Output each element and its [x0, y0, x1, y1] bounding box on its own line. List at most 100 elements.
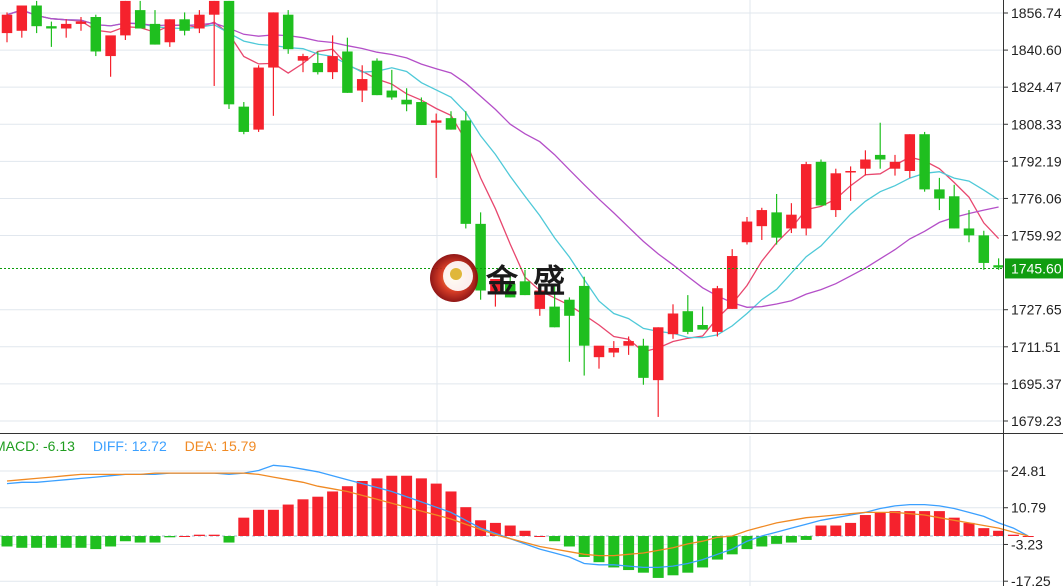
coin-logo-icon [430, 254, 478, 302]
candle-body [593, 345, 605, 358]
candle-body [726, 256, 738, 309]
macd-bar [489, 522, 501, 536]
macd-bar [1007, 534, 1019, 536]
candle-body [638, 345, 649, 378]
candle-body [667, 313, 679, 335]
candle-body [874, 154, 886, 160]
candle-body [430, 120, 442, 123]
diff-value-label: DIFF: 12.72 [92, 438, 167, 454]
candle-body [46, 26, 57, 29]
macd-bar [208, 534, 220, 536]
price-tick-label: 1776.06 [1011, 190, 1062, 206]
candle-body [490, 279, 501, 293]
macd-bar [105, 536, 117, 547]
current-price-label: 1745.60 [1011, 260, 1062, 276]
macd-bar [31, 536, 43, 548]
macd-bar [504, 525, 516, 536]
macd-bar [223, 536, 235, 543]
candle-body [978, 235, 990, 263]
candle-body [963, 228, 975, 236]
candle-body [712, 288, 723, 332]
macd-bar [993, 530, 1005, 536]
macd-bar [1, 536, 13, 547]
macd-bar [859, 515, 871, 536]
price-tick-label: 1727.65 [1011, 302, 1062, 318]
candle-body [208, 0, 220, 15]
candle-body [120, 0, 131, 36]
candle-body [889, 161, 901, 169]
macd-value-label: MACD: -6.13 [0, 438, 75, 454]
macd-bar [267, 509, 279, 536]
macd-bar [682, 536, 694, 573]
macd-bar [800, 536, 812, 540]
candle-body [223, 0, 235, 105]
macd-bar [623, 536, 635, 571]
macd-bar [16, 536, 28, 548]
watermark-logo: 金 盛 [428, 250, 578, 310]
candle-body [460, 120, 472, 224]
candle-body [741, 221, 753, 243]
macd-bar [1022, 536, 1034, 537]
macd-bar [963, 522, 975, 536]
candle-body [948, 196, 960, 229]
candle-body [504, 283, 516, 298]
macd-bar [253, 509, 265, 536]
macd-bar [75, 536, 87, 548]
macd-legend: MACD: -6.13 DIFF: 12.72 DEA: 15.79 [0, 438, 270, 454]
macd-bar [889, 511, 901, 536]
candle-body [60, 23, 72, 29]
macd-bar [874, 512, 886, 536]
macd-bar [430, 483, 442, 536]
macd-bar [193, 534, 205, 536]
candle-body [401, 99, 412, 105]
candle-body [282, 14, 294, 50]
macd-bar [371, 478, 383, 536]
macd-bar [134, 536, 146, 543]
macd-bar [445, 491, 457, 536]
macd-bar [919, 511, 931, 536]
macd-bar [667, 536, 679, 576]
macd-bar [179, 536, 191, 537]
dea-line [6, 472, 1029, 557]
chart-grid [0, 0, 1003, 586]
macd-bar [578, 536, 590, 557]
macd-bar [341, 486, 353, 536]
macd-tick-label: -17.25 [1011, 573, 1051, 586]
macd-bar [771, 536, 783, 544]
macd-bar [697, 536, 709, 568]
price-tick-label: 1679.23 [1011, 413, 1062, 429]
candle-body [564, 299, 575, 316]
price-tick-label: 1840.60 [1011, 42, 1062, 58]
macd-bar [563, 536, 575, 547]
candle-body [682, 311, 694, 332]
macd-bar [608, 536, 620, 568]
macd-panel [0, 464, 1034, 578]
candle-body [445, 118, 457, 130]
macd-bar [652, 536, 664, 578]
candle-body [371, 60, 383, 96]
macd-bar [845, 522, 857, 536]
macd-bar [534, 536, 546, 537]
macd-bar [904, 511, 916, 536]
candle-body [697, 324, 708, 330]
watermark-text: 金 盛 [486, 262, 568, 300]
price-tick-label: 1711.51 [1011, 339, 1061, 355]
candle-body [756, 210, 768, 227]
candle-body [16, 5, 28, 31]
macd-tick-label: 10.79 [1011, 500, 1046, 516]
candle-body [934, 189, 945, 199]
candle-body [771, 212, 782, 238]
macd-bar [519, 530, 531, 536]
price-tick-label: 1759.92 [1011, 228, 1062, 244]
candle-body [105, 35, 116, 57]
macd-bar [756, 536, 768, 547]
candle-body [534, 290, 546, 309]
macd-bar [401, 475, 413, 536]
candle-body [652, 327, 664, 381]
candle-body [608, 347, 620, 353]
macd-bar [549, 536, 561, 542]
macd-bar [785, 536, 797, 543]
macd-bar [327, 491, 339, 536]
macd-bar [741, 536, 753, 550]
